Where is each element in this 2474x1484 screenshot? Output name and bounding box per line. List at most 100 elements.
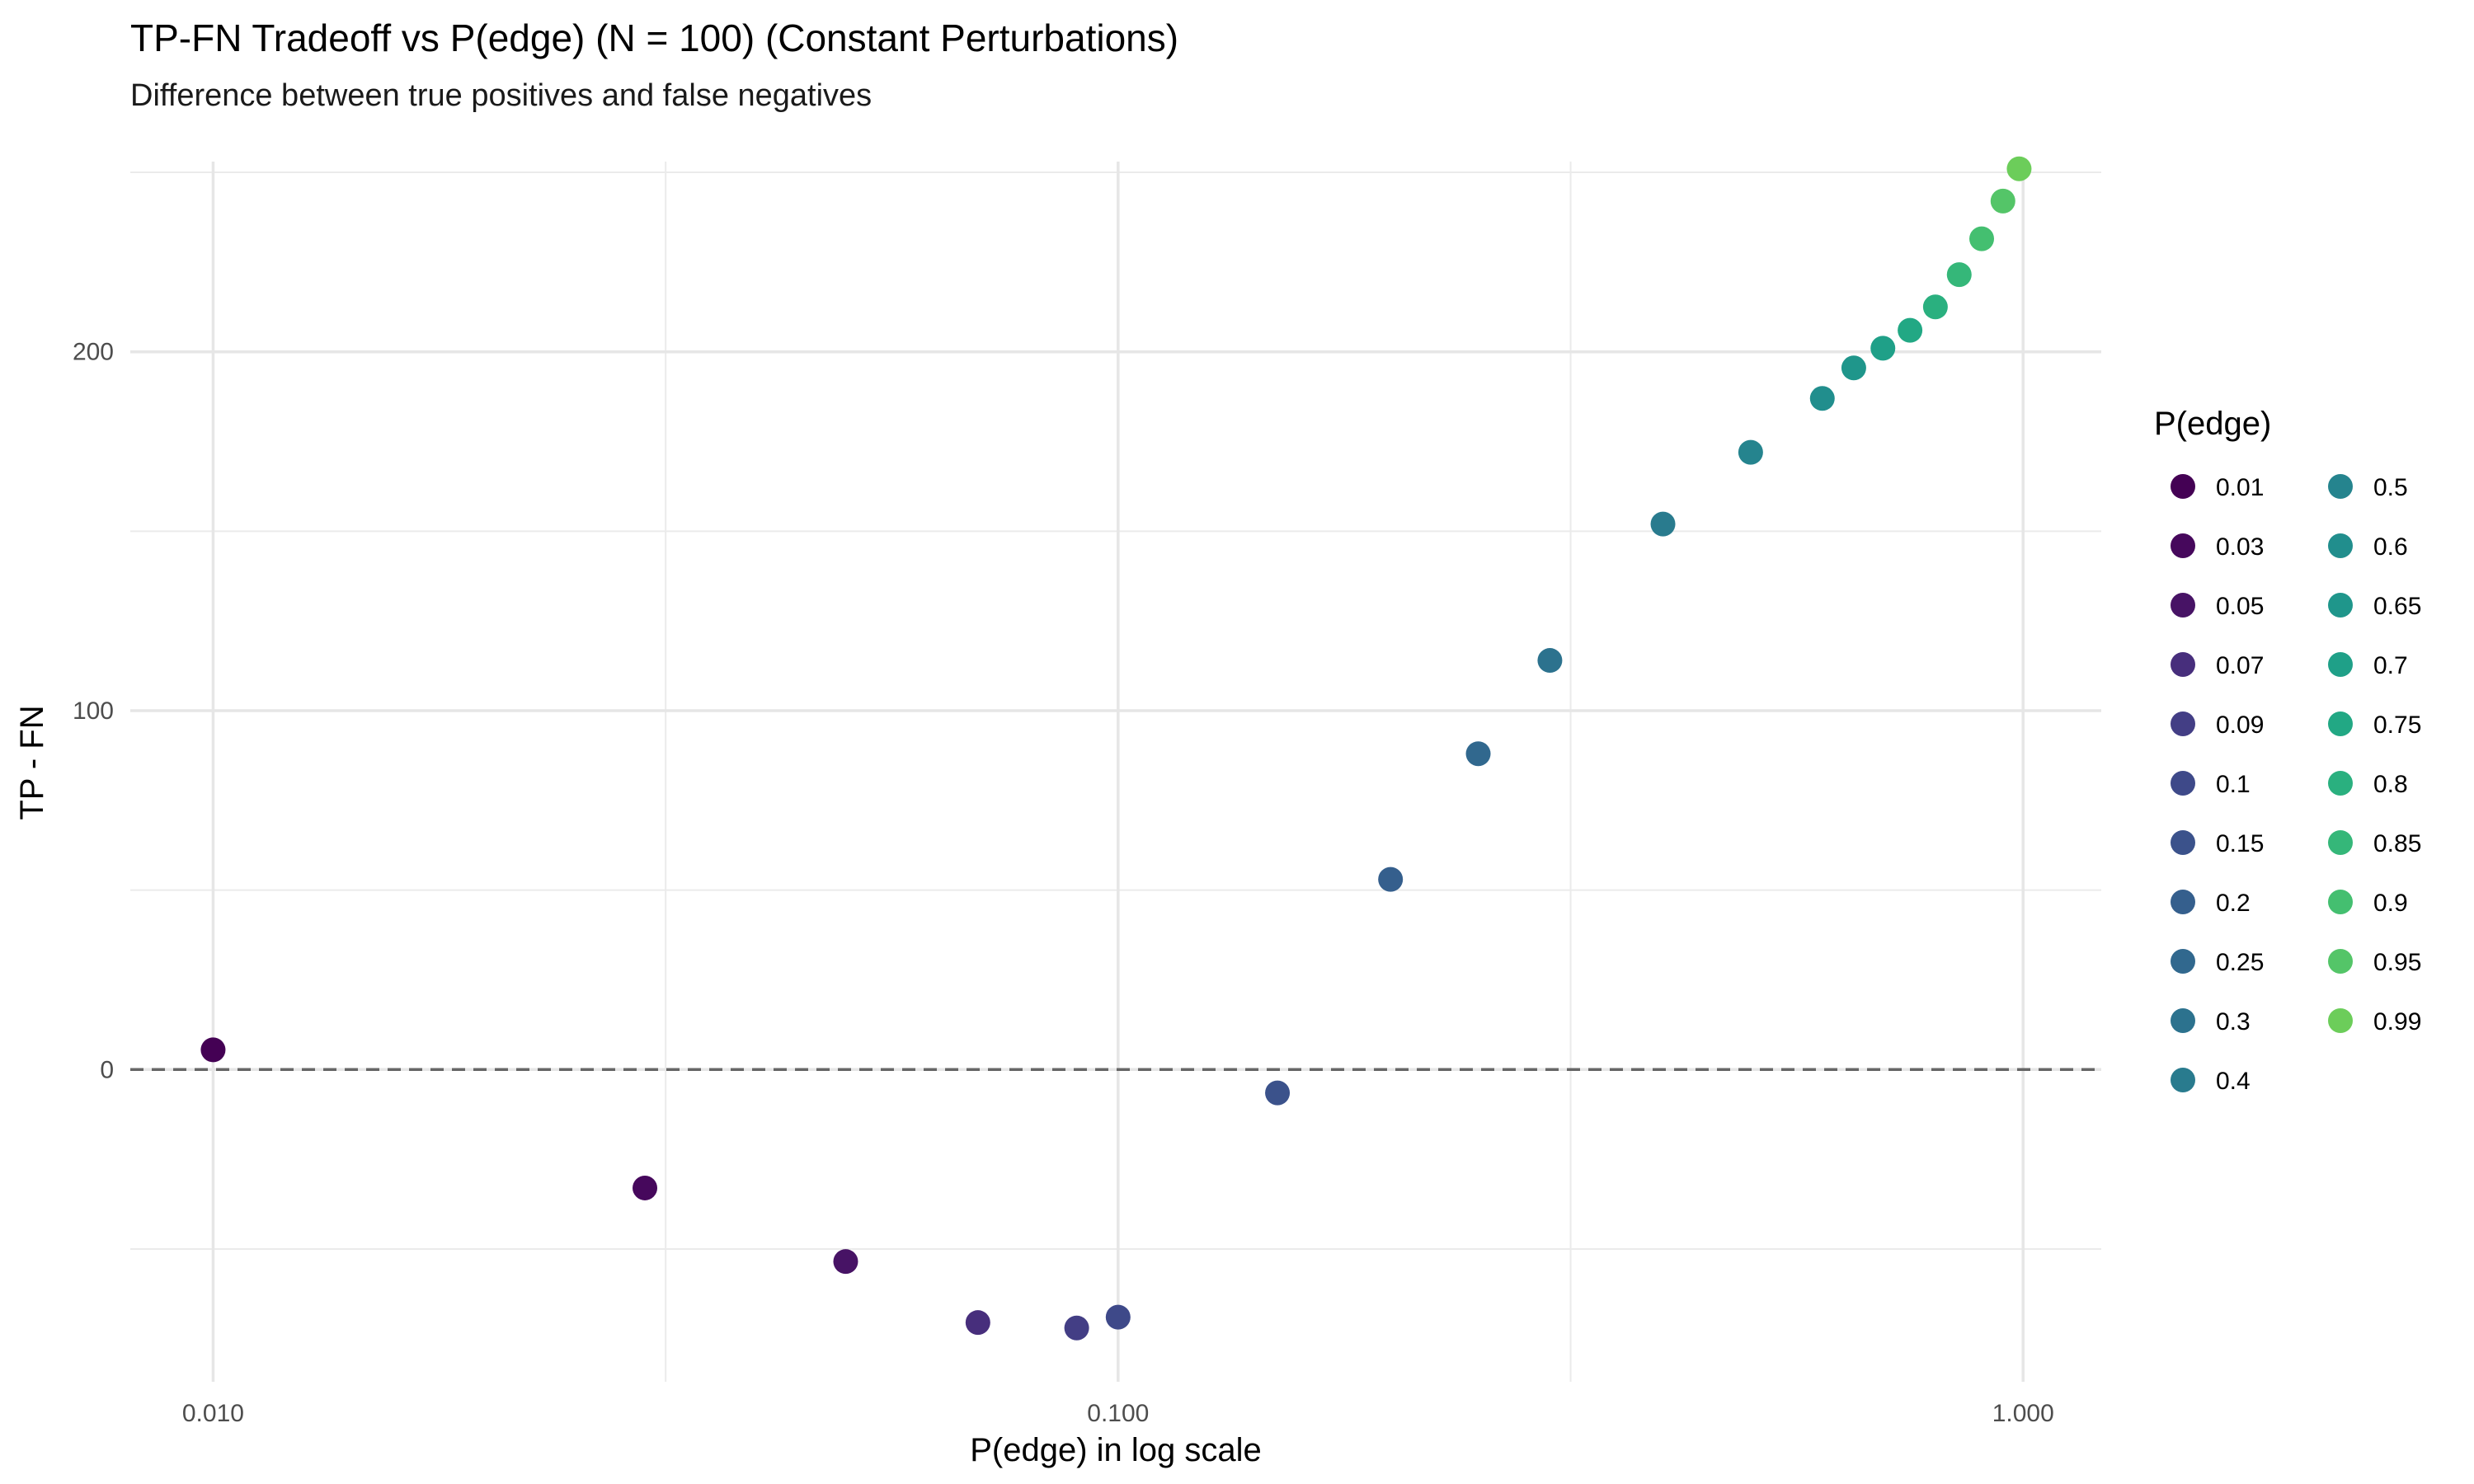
- legend-label: 0.1: [2216, 771, 2251, 798]
- legend-swatch: [2171, 711, 2195, 736]
- data-point: [1465, 741, 1491, 767]
- legend-swatch: [2171, 533, 2195, 558]
- data-point: [1898, 317, 1923, 343]
- legend-label: 0.07: [2216, 652, 2264, 679]
- chart-title: TP-FN Tradeoff vs P(edge) (N = 100) (Con…: [130, 16, 1178, 59]
- legend-swatch: [2328, 593, 2353, 618]
- legend-item: 0.2: [2171, 890, 2251, 917]
- y-axis-title: TP - FN: [14, 705, 50, 819]
- y-tick-label: 200: [73, 339, 114, 366]
- data-point: [1064, 1315, 1089, 1341]
- legend-item: 0.65: [2328, 593, 2421, 620]
- legend-swatch: [2328, 474, 2353, 499]
- data-point: [1265, 1080, 1291, 1106]
- legend-label: 0.3: [2216, 1008, 2251, 1036]
- data-point: [1378, 866, 1404, 892]
- legend-swatch: [2171, 1068, 2195, 1092]
- major-gridlines: [130, 162, 2101, 1382]
- legend-label: 0.2: [2216, 890, 2251, 917]
- x-tick-label: 0.100: [1087, 1400, 1149, 1427]
- legend-swatch: [2171, 830, 2195, 855]
- legend-item: 0.85: [2328, 830, 2421, 857]
- legend-title: P(edge): [2154, 406, 2271, 442]
- minor-gridlines: [130, 162, 2101, 1382]
- data-point: [833, 1249, 858, 1275]
- legend-label: 0.95: [2373, 949, 2421, 976]
- legend-label: 0.25: [2216, 949, 2264, 976]
- legend: P(edge) 0.010.030.050.070.090.10.150.20.…: [2154, 406, 2421, 1095]
- legend-swatch: [2328, 949, 2353, 974]
- data-point: [1969, 226, 1995, 251]
- legend-label: 0.85: [2373, 830, 2421, 857]
- legend-swatch: [2171, 652, 2195, 677]
- data-point: [1922, 294, 1948, 320]
- legend-label: 0.15: [2216, 830, 2264, 857]
- legend-item: 0.99: [2328, 1008, 2421, 1036]
- legend-item: 0.03: [2171, 533, 2264, 561]
- data-point: [1809, 386, 1835, 411]
- legend-label: 0.5: [2373, 474, 2408, 501]
- legend-swatch: [2328, 1008, 2353, 1033]
- x-tick-label: 1.000: [1992, 1400, 2054, 1427]
- data-point: [1946, 262, 1972, 288]
- legend-swatch: [2328, 652, 2353, 677]
- data-point: [965, 1310, 990, 1336]
- legend-swatch: [2171, 1008, 2195, 1033]
- legend-label: 0.75: [2373, 711, 2421, 739]
- legend-label: 0.01: [2216, 474, 2264, 501]
- data-point: [1105, 1304, 1131, 1330]
- legend-swatch: [2171, 474, 2195, 499]
- data-point: [1537, 648, 1563, 674]
- data-point: [633, 1175, 658, 1200]
- data-points: [200, 156, 2032, 1341]
- legend-item: 0.6: [2328, 533, 2408, 561]
- x-tick-label: 0.010: [182, 1400, 244, 1427]
- legend-swatch: [2328, 890, 2353, 914]
- legend-swatch: [2171, 949, 2195, 974]
- legend-item: 0.07: [2171, 652, 2264, 679]
- legend-label: 0.99: [2373, 1008, 2421, 1036]
- legend-item: 0.7: [2328, 652, 2408, 679]
- legend-label: 0.4: [2216, 1068, 2251, 1095]
- legend-item: 0.09: [2171, 711, 2264, 739]
- data-point: [1841, 355, 1866, 381]
- legend-swatch: [2171, 593, 2195, 618]
- legend-item: 0.05: [2171, 593, 2264, 620]
- legend-item: 0.75: [2328, 711, 2421, 739]
- legend-swatch: [2328, 771, 2353, 796]
- legend-items: 0.01 0.03 0.05 0.07 0.09 0.1 0.15 0.2 0.25 0.3 0.4…: [2171, 474, 2421, 1095]
- legend-swatch: [2328, 533, 2353, 558]
- legend-label: 0.09: [2216, 711, 2264, 739]
- legend-label: 0.7: [2373, 652, 2408, 679]
- x-axis-title: P(edge) in log scale: [970, 1432, 1262, 1468]
- data-point: [1870, 336, 1896, 361]
- y-tick-label: 0: [100, 1056, 114, 1083]
- legend-item: 0.25: [2171, 949, 2264, 976]
- legend-label: 0.8: [2373, 771, 2408, 798]
- legend-item: 0.95: [2328, 949, 2421, 976]
- legend-label: 0.03: [2216, 533, 2264, 561]
- legend-swatch: [2328, 711, 2353, 736]
- data-point: [2006, 156, 2032, 181]
- y-axis-tick-labels: 0 100 200: [73, 339, 114, 1084]
- legend-item: 0.8: [2328, 771, 2408, 798]
- y-tick-label: 100: [73, 697, 114, 725]
- data-point: [1650, 511, 1676, 537]
- legend-item: 0.01: [2171, 474, 2264, 501]
- legend-swatch: [2171, 890, 2195, 914]
- data-point: [1990, 188, 2015, 214]
- legend-label: 0.9: [2373, 890, 2408, 917]
- legend-label: 0.05: [2216, 593, 2264, 620]
- chart-subtitle: Difference between true positives and fa…: [130, 78, 872, 113]
- legend-item: 0.3: [2171, 1008, 2251, 1036]
- legend-item: 0.5: [2328, 474, 2408, 501]
- legend-swatch: [2171, 771, 2195, 796]
- legend-swatch: [2328, 830, 2353, 855]
- data-point: [200, 1037, 226, 1063]
- legend-label: 0.65: [2373, 593, 2421, 620]
- x-axis-tick-labels: 0.010 0.100 1.000: [182, 1400, 2054, 1427]
- legend-item: 0.15: [2171, 830, 2264, 857]
- legend-label: 0.6: [2373, 533, 2408, 561]
- legend-item: 0.4: [2171, 1068, 2251, 1095]
